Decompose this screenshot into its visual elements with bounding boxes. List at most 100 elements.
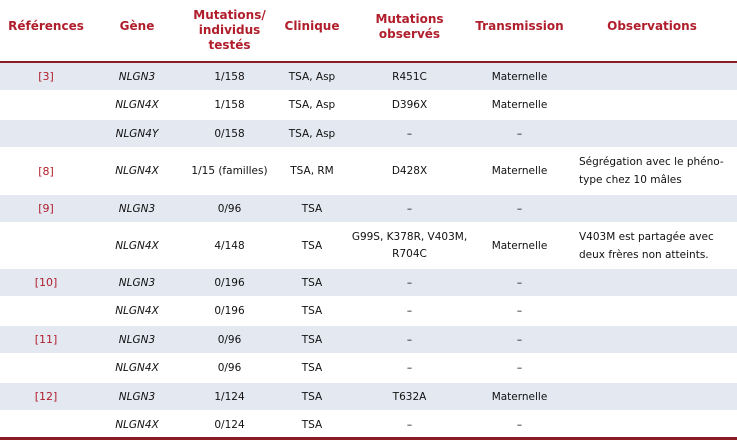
- cell-gene: NLGN4X: [92, 223, 182, 269]
- table-row: NLGN4Y 0/158 TSA, Asp – –: [0, 119, 737, 149]
- table-row: NLGN4X 1/158 TSA, Asp D396X Maternelle: [0, 91, 737, 120]
- cell-observations: [567, 119, 737, 149]
- table-row: [3] NLGN3 1/158 TSA, Asp R451C Maternell…: [0, 62, 737, 92]
- cell-transmission: –: [472, 268, 567, 298]
- cell-mutations-individus: 0/96: [182, 354, 277, 383]
- cell-mutations-individus: 1/158: [182, 91, 277, 120]
- cell-observations: [567, 382, 737, 412]
- cell-gene: NLGN3: [92, 194, 182, 224]
- cell-mutations-individus: 1/15 (familles): [182, 148, 277, 195]
- cell-reference[interactable]: [10]: [0, 268, 92, 298]
- table-row: NLGN4X 4/148 TSA G99S, K378R, V403M, R70…: [0, 223, 737, 269]
- cell-mutations-individus: 0/196: [182, 297, 277, 326]
- cell-clinique: TSA: [277, 354, 347, 383]
- cell-observations: [567, 297, 737, 326]
- cell-clinique: TSA: [277, 297, 347, 326]
- cell-observations: [567, 325, 737, 355]
- cell-reference[interactable]: [0, 223, 92, 269]
- cell-mutations-individus: 0/196: [182, 268, 277, 298]
- cell-reference[interactable]: [0, 91, 92, 120]
- table-row: [9] NLGN3 0/96 TSA – –: [0, 194, 737, 224]
- cell-clinique: TSA, Asp: [277, 119, 347, 149]
- table-row: [8] NLGN4X 1/15 (familles) TSA, RM D428X…: [0, 148, 737, 195]
- cell-mutations-individus: 1/158: [182, 62, 277, 92]
- cell-mutations-observes: –: [347, 194, 472, 224]
- cell-gene: NLGN3: [92, 268, 182, 298]
- cell-mutations-individus: 0/124: [182, 411, 277, 440]
- header-mutations-observes-line1: Mutations: [375, 12, 444, 26]
- cell-mutations-individus: 4/148: [182, 223, 277, 269]
- cell-gene: NLGN4X: [92, 354, 182, 383]
- cell-reference[interactable]: [11]: [0, 325, 92, 355]
- table-row: NLGN4X 0/96 TSA – –: [0, 354, 737, 383]
- cell-transmission: –: [472, 411, 567, 440]
- table-row: NLGN4X 0/124 TSA – –: [0, 411, 737, 440]
- cell-gene: NLGN3: [92, 382, 182, 412]
- cell-clinique: TSA, Asp: [277, 62, 347, 92]
- table-bottom-rule: [0, 437, 737, 440]
- cell-clinique: TSA, Asp: [277, 91, 347, 120]
- cell-mutations-observes: D396X: [347, 91, 472, 120]
- table-row: NLGN4X 0/196 TSA – –: [0, 297, 737, 326]
- header-clinique: Clinique: [277, 0, 347, 63]
- cell-mutations-observes: –: [347, 268, 472, 298]
- cell-reference[interactable]: [9]: [0, 194, 92, 224]
- cell-reference[interactable]: [0, 119, 92, 149]
- cell-transmission: –: [472, 325, 567, 355]
- table-row: [12] NLGN3 1/124 TSA T632A Maternelle: [0, 382, 737, 412]
- cell-clinique: TSA: [277, 268, 347, 298]
- cell-mutations-individus: 0/96: [182, 325, 277, 355]
- cell-transmission: –: [472, 194, 567, 224]
- cell-reference[interactable]: [0, 297, 92, 326]
- cell-observations: V403M est partagée avec deux frères non …: [567, 223, 737, 269]
- header-gene: Gène: [92, 0, 182, 63]
- cell-observations: [567, 354, 737, 383]
- cell-observations: [567, 91, 737, 120]
- cell-reference[interactable]: [0, 354, 92, 383]
- cell-observations: [567, 411, 737, 440]
- cell-transmission: Maternelle: [472, 382, 567, 412]
- cell-reference[interactable]: [0, 411, 92, 440]
- cell-transmission: –: [472, 297, 567, 326]
- cell-mutations-observes: –: [347, 297, 472, 326]
- header-observations: Observations: [567, 0, 737, 63]
- cell-mutations-observes: –: [347, 119, 472, 149]
- cell-mutations-observes: T632A: [347, 382, 472, 412]
- cell-mutations-individus: 1/124: [182, 382, 277, 412]
- cell-mutations-observes: –: [347, 411, 472, 440]
- cell-mutations-observes: –: [347, 325, 472, 355]
- cell-clinique: TSA: [277, 382, 347, 412]
- header-row: Références Gène Mutations/ individus tes…: [0, 0, 737, 63]
- cell-mutations-observes: D428X: [347, 148, 472, 195]
- cell-observations: [567, 268, 737, 298]
- cell-mutations-observes: R451C: [347, 62, 472, 92]
- cell-mutations-individus: 0/96: [182, 194, 277, 224]
- cell-observations: Ségrégation avec le phéno-type chez 10 m…: [567, 148, 737, 195]
- header-transmission: Transmission: [472, 0, 567, 63]
- cell-clinique: TSA: [277, 194, 347, 224]
- cell-mutations-observes: –: [347, 354, 472, 383]
- cell-reference[interactable]: [3]: [0, 62, 92, 92]
- header-mutations-individus: Mutations/ individus testés: [182, 0, 277, 63]
- cell-observations: [567, 194, 737, 224]
- cell-mutations-individus: 0/158: [182, 119, 277, 149]
- cell-clinique: TSA, RM: [277, 148, 347, 195]
- table-row: [10] NLGN3 0/196 TSA – –: [0, 268, 737, 298]
- cell-transmission: –: [472, 119, 567, 149]
- header-mutations-individus-line1: Mutations/: [193, 8, 266, 22]
- cell-transmission: Maternelle: [472, 223, 567, 269]
- header-mutations-individus-line2: individus: [198, 23, 261, 37]
- header-references: Références: [0, 0, 92, 63]
- cell-observations: [567, 62, 737, 92]
- header-mutations-individus-line3: testés: [208, 38, 251, 52]
- cell-transmission: Maternelle: [472, 62, 567, 92]
- cell-transmission: Maternelle: [472, 91, 567, 120]
- cell-gene: NLGN4Y: [92, 119, 182, 149]
- cell-reference[interactable]: [12]: [0, 382, 92, 412]
- cell-transmission: Maternelle: [472, 148, 567, 195]
- cell-reference[interactable]: [8]: [0, 148, 92, 195]
- cell-clinique: TSA: [277, 411, 347, 440]
- table-row: [11] NLGN3 0/96 TSA – –: [0, 325, 737, 355]
